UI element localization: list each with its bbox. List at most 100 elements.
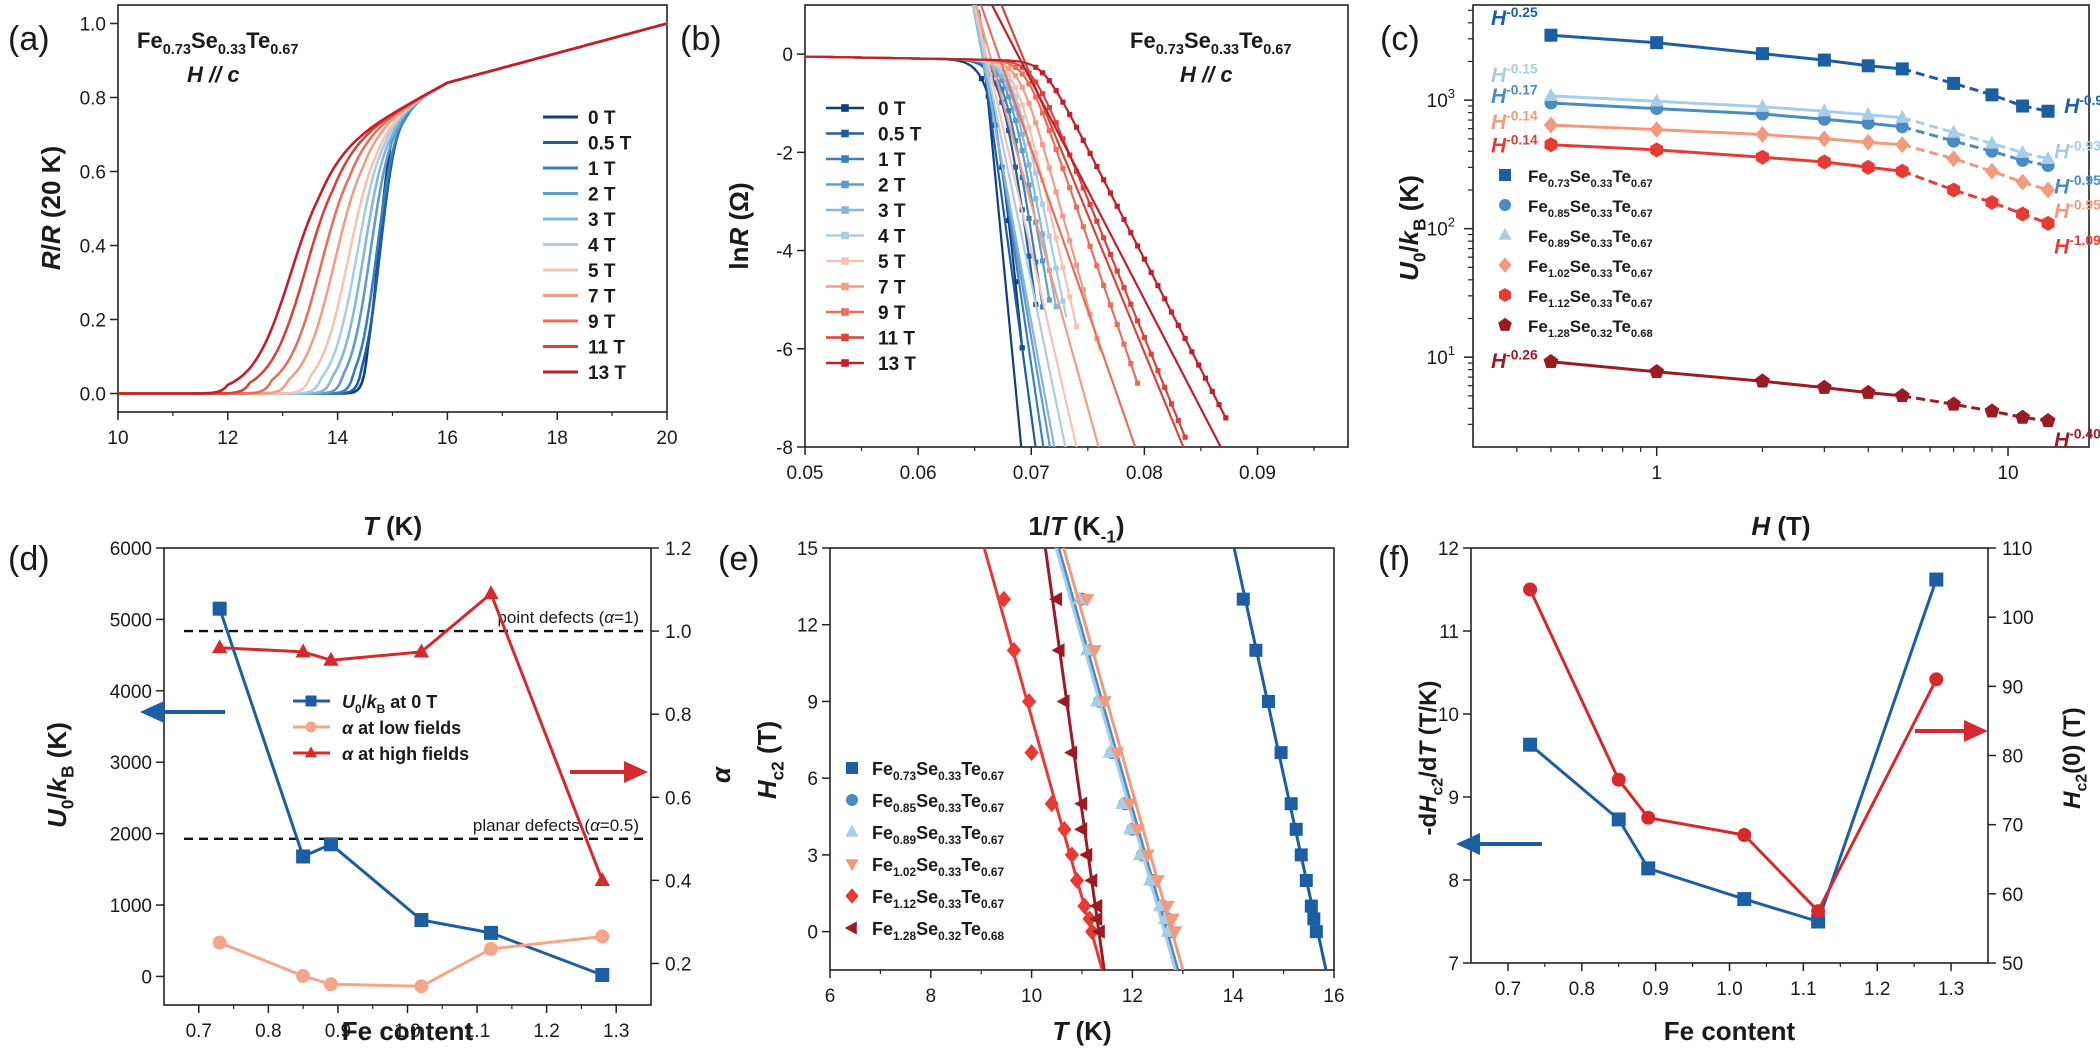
data-point xyxy=(1107,190,1114,196)
data-point xyxy=(1053,88,1059,94)
legend-label: 4 T xyxy=(588,236,616,257)
data-point xyxy=(1026,124,1032,130)
data-point xyxy=(1946,150,1961,168)
panel-b: 0.05 0.06 0.07 0.08 0.09 -8 -6 -4 -2 0 1/T (K-1​) l… xyxy=(724,4,1349,546)
x-tick-label: 12 xyxy=(1122,986,1143,1007)
legend-marker xyxy=(305,721,317,733)
y-tick-label: 12 xyxy=(1438,539,1459,560)
data-point xyxy=(1755,47,1769,61)
data-point xyxy=(1236,592,1250,606)
legend-marker xyxy=(845,824,859,837)
data-point xyxy=(1523,582,1538,597)
data-point xyxy=(1073,323,1080,330)
data-point xyxy=(1543,354,1559,369)
legend-label: 4 T xyxy=(878,227,906,248)
legend-label: α at low fields xyxy=(342,718,461,738)
fit-line-high xyxy=(1901,143,2049,192)
fit-line-low xyxy=(1550,143,1903,173)
data-point xyxy=(1182,335,1188,342)
panel-c: 1 10 101 102 103 H (T) U0​/kB​ (K) H-0.25​ H-0.9… xyxy=(1394,4,2100,541)
legend-label: 7 T xyxy=(588,287,616,308)
data-point xyxy=(1021,693,1037,710)
data-point xyxy=(1114,268,1120,274)
data-point xyxy=(1053,304,1059,310)
x-axis-label: Fe content xyxy=(1664,1016,1796,1046)
data-point xyxy=(1072,591,1087,605)
data-point xyxy=(1168,309,1175,315)
data-point xyxy=(1861,116,1875,130)
plot-frame xyxy=(1470,547,1989,964)
legend-marker xyxy=(841,129,849,138)
data-point xyxy=(1611,772,1626,787)
data-point xyxy=(999,99,1005,105)
data-point xyxy=(1033,196,1039,202)
data-point xyxy=(1274,746,1288,760)
data-point xyxy=(2040,150,2056,164)
data-point xyxy=(212,601,227,616)
legend-marker xyxy=(844,921,857,935)
panel-label-e: (e) xyxy=(718,540,760,578)
data-point xyxy=(1073,262,1080,268)
data-point xyxy=(1046,105,1052,111)
data-point xyxy=(1026,81,1032,87)
data-point xyxy=(1046,78,1052,84)
data-point xyxy=(1012,279,1019,285)
data-point xyxy=(1162,296,1168,302)
y-axis-label: lnR (Ω) xyxy=(724,182,754,269)
data-point xyxy=(1012,64,1019,71)
legend-marker xyxy=(841,206,849,214)
legend-label: Fe0.89​Se0.33​Te0.67​ xyxy=(872,823,1004,847)
data-point xyxy=(1737,892,1752,907)
data-point xyxy=(1249,643,1263,657)
data-point xyxy=(1039,304,1046,310)
legend-marker xyxy=(841,231,849,240)
x-tick-label: 12 xyxy=(217,428,238,449)
data-point xyxy=(1523,737,1538,752)
legend-label: 9 T xyxy=(878,303,906,324)
data-point xyxy=(1019,131,1025,137)
y-tick-label: 0.0 xyxy=(80,385,106,406)
x-tick-label: 14 xyxy=(327,428,349,449)
right-axis-arrow-head xyxy=(1964,720,1988,742)
data-point xyxy=(1056,694,1070,709)
x-tick-label: 1.2 xyxy=(533,1021,559,1042)
data-point xyxy=(1053,189,1059,195)
y-tick-label: 70 xyxy=(2002,816,2023,837)
panel-label-c: (c) xyxy=(1380,20,1420,58)
exponent-label-low: H-0.17​ xyxy=(1491,82,1538,108)
data-point xyxy=(1094,218,1100,224)
data-point xyxy=(1134,243,1141,249)
data-point xyxy=(1755,149,1769,165)
y-tick-label: 15 xyxy=(797,539,818,560)
data-point xyxy=(296,849,311,864)
legend-label: Fe0.73​Se0.33​Te0.67​ xyxy=(872,759,1004,783)
data-point xyxy=(1060,264,1066,271)
data-point xyxy=(1641,861,1656,876)
legend-label: 7 T xyxy=(878,278,906,299)
y-axis-label: Hc2​ (T) xyxy=(752,721,787,799)
fit-line xyxy=(982,548,1104,970)
data-point xyxy=(1051,643,1065,658)
legend-marker xyxy=(846,762,858,774)
data-point xyxy=(1895,163,1909,179)
series-line-8 xyxy=(805,55,1139,384)
legend-label: α at high fields xyxy=(342,744,469,764)
legend-label: 11 T xyxy=(588,338,625,359)
x-tick-label: 1.3 xyxy=(603,1021,629,1042)
data-point xyxy=(1148,351,1154,357)
data-point xyxy=(1060,213,1066,219)
x-tick-label: 8 xyxy=(926,986,937,1007)
legend-label: Fe0.85​Se0.33​Te0.67​ xyxy=(872,791,1004,815)
fit-line-low xyxy=(1550,123,1903,147)
y-tick-label: -4 xyxy=(776,242,793,263)
data-point xyxy=(1817,103,1832,117)
legend-label: 0 T xyxy=(878,99,906,120)
data-point xyxy=(323,651,339,666)
data-point xyxy=(1223,415,1229,421)
data-point xyxy=(1122,798,1138,812)
data-point xyxy=(1012,164,1019,170)
x-tick-label: 0.9 xyxy=(1642,979,1668,1000)
x-tick-label: 0.7 xyxy=(1495,979,1521,1000)
panel-f: 0.7 0.8 0.9 1.0 1.1 1.2 1.3 7 8 9 10 11 12 50 60 70 80 90… xyxy=(1415,539,2091,1046)
data-point xyxy=(1006,217,1012,224)
